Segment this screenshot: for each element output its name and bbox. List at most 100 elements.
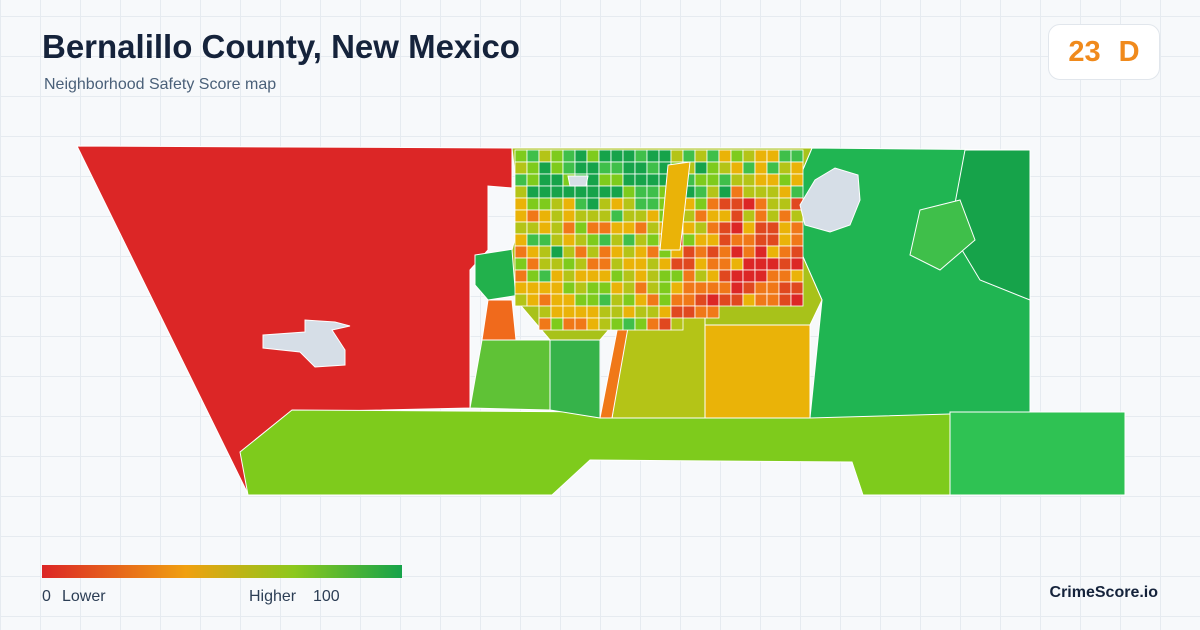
tract-cell xyxy=(562,293,576,307)
tract-cells xyxy=(514,149,804,331)
tract-cell xyxy=(694,161,708,175)
title: Bernalillo County, New Mexico xyxy=(42,28,520,65)
tract-cell xyxy=(790,149,804,163)
tract-cell xyxy=(706,185,720,199)
tract-cell xyxy=(730,281,744,295)
tract-cell xyxy=(586,221,600,235)
tract-cell xyxy=(550,221,564,235)
tract-cell xyxy=(562,209,576,223)
score-badge: 23 D xyxy=(1048,24,1160,80)
tract-cell xyxy=(742,281,756,295)
region-orange-west xyxy=(481,299,517,341)
tract-cell xyxy=(550,233,564,247)
tract-cell xyxy=(598,305,612,319)
tract-cell xyxy=(742,173,756,187)
tract-cell xyxy=(562,269,576,283)
tract-cell xyxy=(694,305,708,319)
tract-cell xyxy=(658,305,672,319)
tract-cell xyxy=(622,161,636,175)
tract-cell xyxy=(574,149,588,163)
tract-cell xyxy=(790,257,804,271)
tract-cell xyxy=(574,221,588,235)
region-south xyxy=(239,409,951,496)
subtitle: Neighborhood Safety Score map xyxy=(44,76,277,93)
tract-cell xyxy=(574,185,588,199)
region-sw-green xyxy=(469,339,551,411)
tract-cell xyxy=(706,149,720,163)
tract-cell xyxy=(646,149,660,163)
tract-cell xyxy=(622,281,636,295)
tract-cell xyxy=(790,161,804,175)
tract-cell xyxy=(766,161,780,175)
tract-cell xyxy=(766,269,780,283)
tract-cell xyxy=(766,281,780,295)
tract-cell xyxy=(514,245,528,259)
brand: CrimeScore.io xyxy=(1049,584,1158,601)
tract-cell xyxy=(622,173,636,187)
tract-cell xyxy=(646,185,660,199)
tract-cell xyxy=(610,185,624,199)
tract-cell xyxy=(574,257,588,271)
tract-cell xyxy=(610,257,624,271)
tract-cell xyxy=(538,149,552,163)
tract-cell xyxy=(538,245,552,259)
tract-cell xyxy=(514,161,528,175)
water-west xyxy=(262,319,351,368)
tract-cell xyxy=(526,161,540,175)
region-strip-orange xyxy=(659,161,691,251)
legend-max: 100 xyxy=(313,588,340,605)
tract-cell xyxy=(562,221,576,235)
tract-cell xyxy=(778,281,792,295)
tract-cell xyxy=(706,173,720,187)
tract-cell xyxy=(610,149,624,163)
tract-cell xyxy=(610,161,624,175)
tract-cell xyxy=(550,293,564,307)
tract-cell xyxy=(586,281,600,295)
tract-cell xyxy=(718,245,732,259)
tract-cell xyxy=(586,305,600,319)
tract-cell xyxy=(634,221,648,235)
tract-cell xyxy=(658,317,672,331)
tract-cell xyxy=(658,293,672,307)
tract-cell xyxy=(574,305,588,319)
tract-cell xyxy=(646,197,660,211)
region-south-mix xyxy=(549,339,601,419)
tract-cell xyxy=(574,161,588,175)
water-north xyxy=(567,175,589,187)
tract-cell xyxy=(538,233,552,247)
region-green-mid xyxy=(909,199,976,271)
tract-cell xyxy=(550,281,564,295)
tract-cell xyxy=(694,209,708,223)
tract-cell xyxy=(562,245,576,259)
score-grade: D xyxy=(1118,35,1140,68)
tract-cell xyxy=(670,149,684,163)
tract-cell xyxy=(766,185,780,199)
tract-cell xyxy=(754,281,768,295)
tract-cell xyxy=(634,269,648,283)
tract-cell xyxy=(658,149,672,163)
tract-cell xyxy=(538,305,552,319)
tract-cell xyxy=(634,245,648,259)
tract-cell xyxy=(730,161,744,175)
tract-cell xyxy=(694,221,708,235)
tract-cell xyxy=(610,221,624,235)
tract-cell xyxy=(598,197,612,211)
tract-cell xyxy=(706,209,720,223)
tract-cell xyxy=(694,185,708,199)
tract-cell xyxy=(598,173,612,187)
tract-cell xyxy=(682,233,696,247)
tract-cell xyxy=(622,197,636,211)
tract-cell xyxy=(514,149,528,163)
tract-cell xyxy=(538,161,552,175)
tract-cell xyxy=(754,173,768,187)
tract-cell xyxy=(778,269,792,283)
tract-cell xyxy=(718,269,732,283)
tract-cell xyxy=(622,149,636,163)
tract-cell xyxy=(790,245,804,259)
tract-cell xyxy=(538,209,552,223)
tract-cell xyxy=(646,245,660,259)
tract-cell xyxy=(742,221,756,235)
tract-cell xyxy=(742,185,756,199)
tract-cell xyxy=(538,221,552,235)
tract-cell xyxy=(730,245,744,259)
